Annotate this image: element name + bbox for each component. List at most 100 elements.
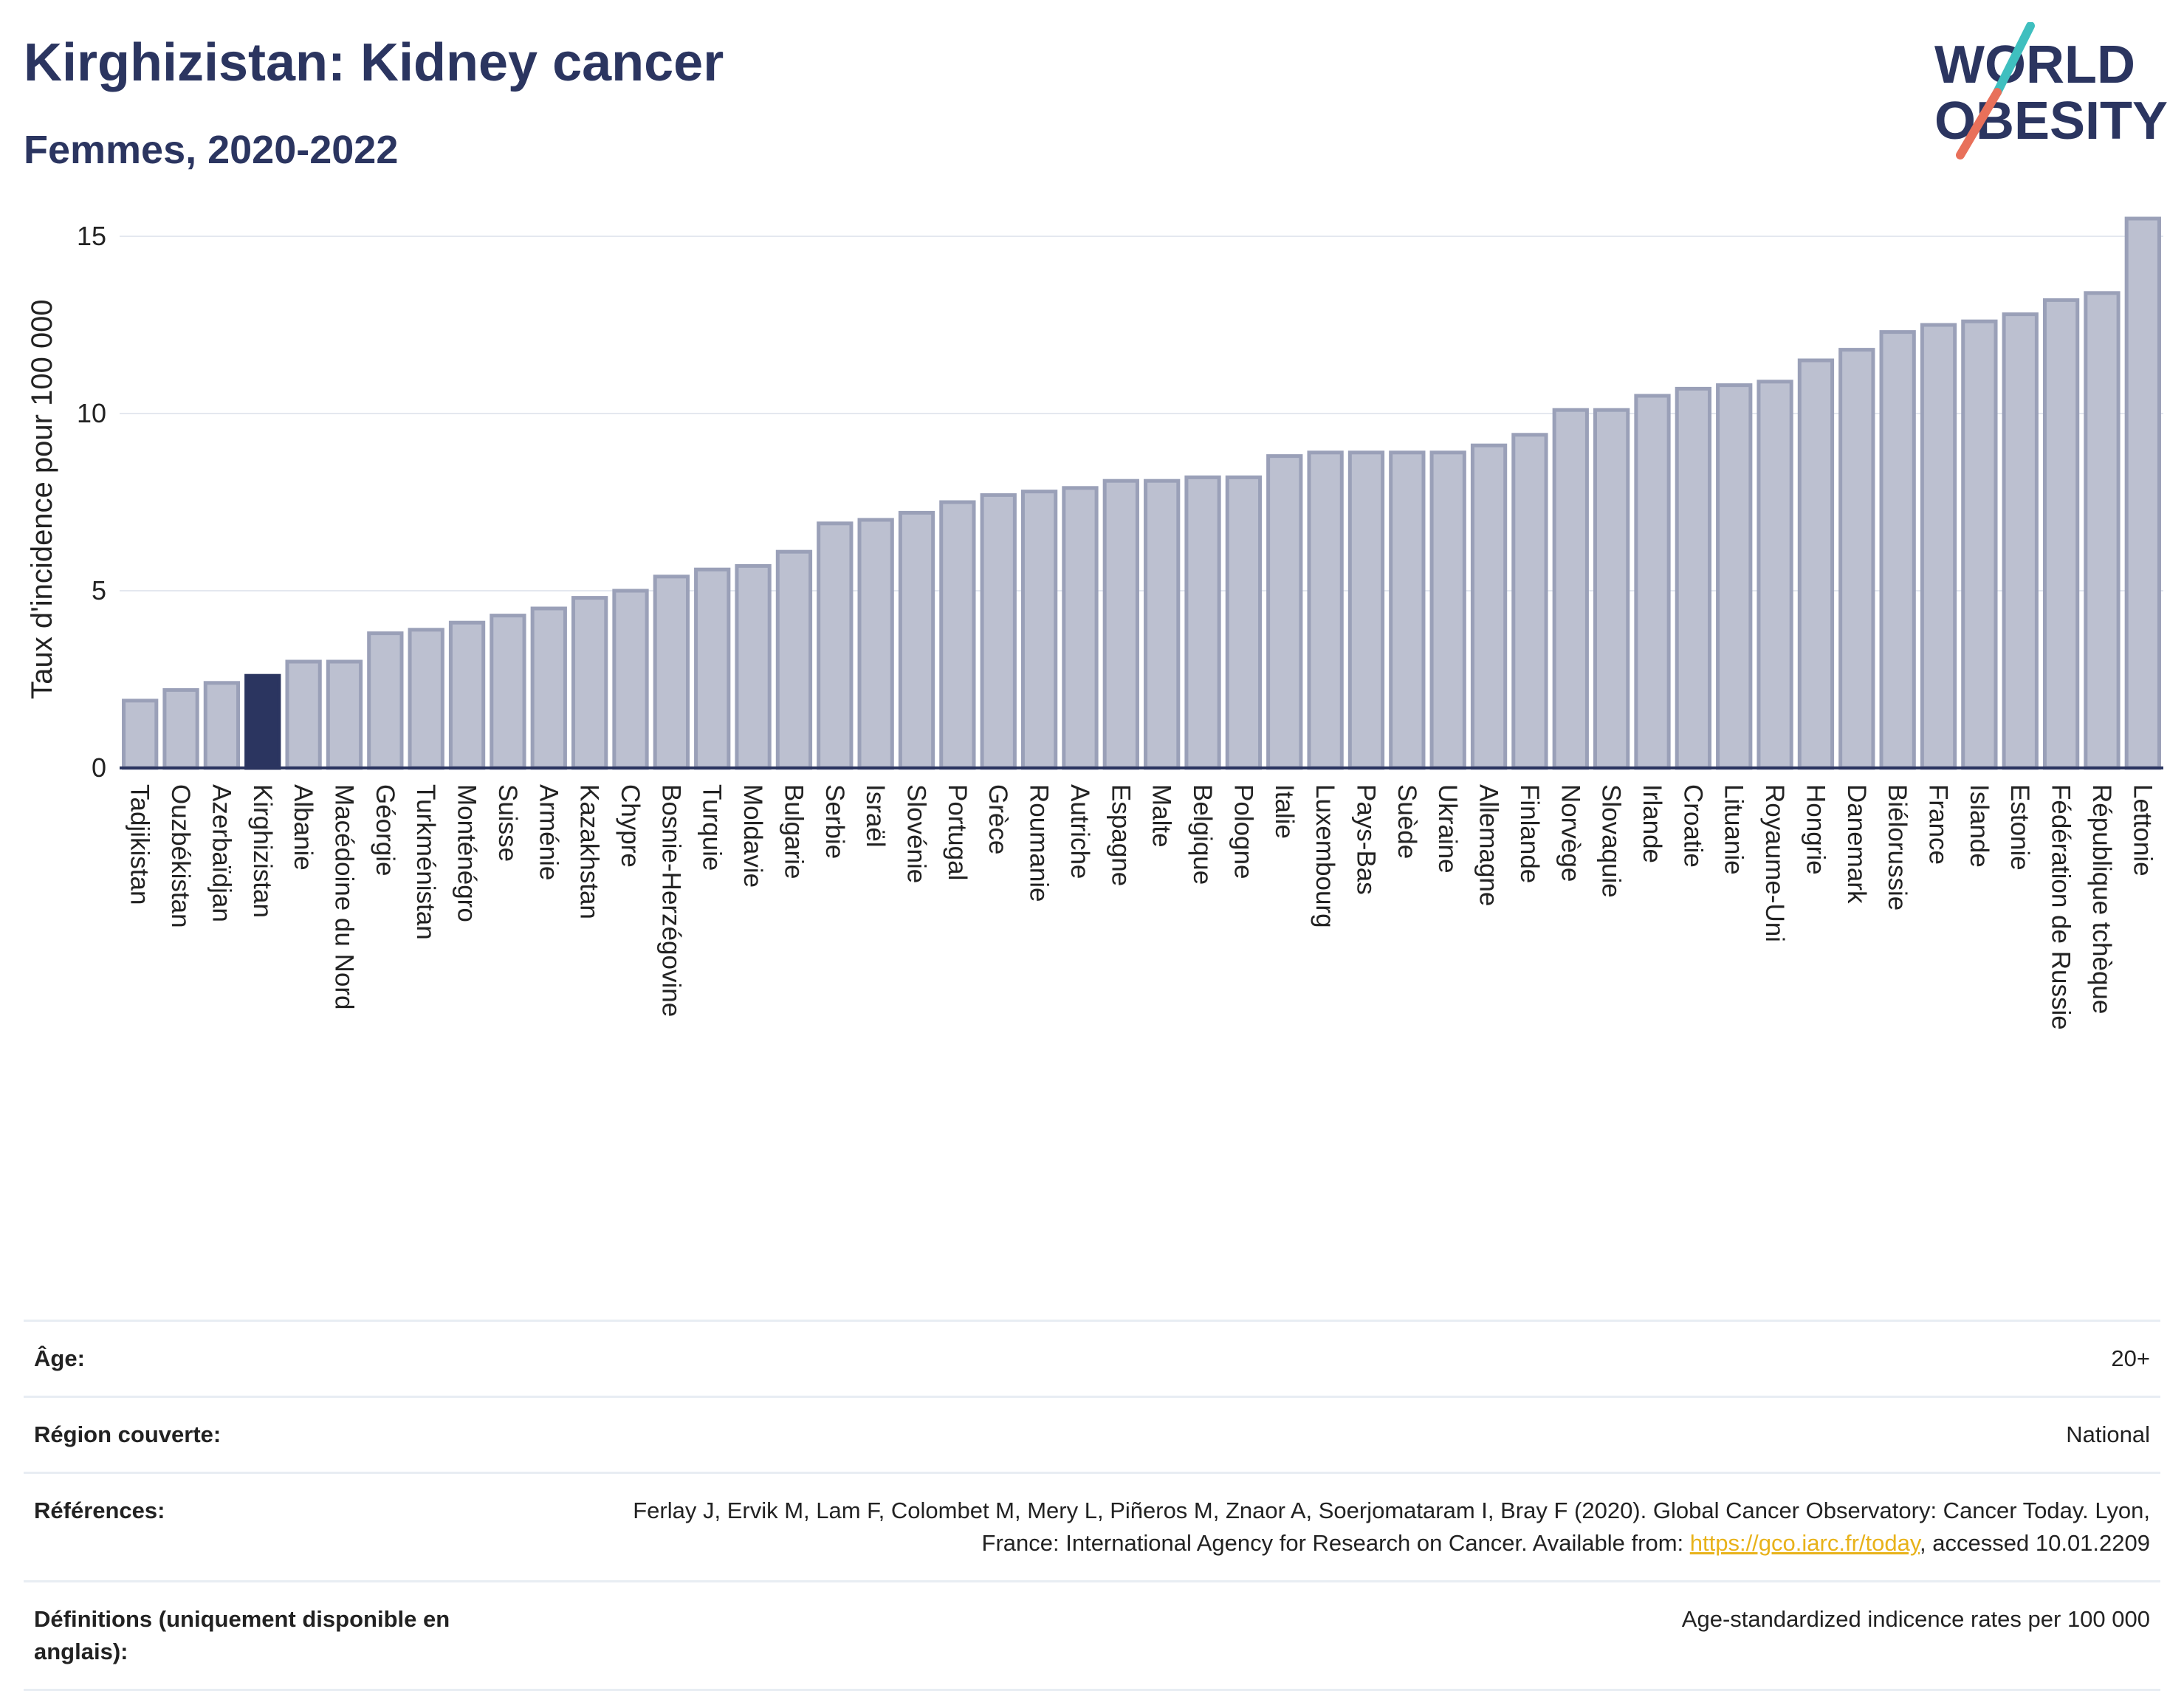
bar-38 bbox=[1675, 386, 1712, 770]
bar-39 bbox=[1716, 383, 1753, 770]
x-tick-label: Portugal bbox=[943, 784, 972, 880]
bar-7 bbox=[408, 628, 444, 770]
x-tick-label: France bbox=[1924, 784, 1953, 865]
x-tick-label: Hongrie bbox=[1801, 784, 1830, 875]
meta-row-region: Région couverte: National bbox=[24, 1396, 2160, 1472]
bar-14 bbox=[694, 567, 731, 770]
x-tick-label: Lituanie bbox=[1720, 784, 1748, 875]
bar-34 bbox=[1511, 433, 1548, 770]
bar-49 bbox=[2124, 216, 2161, 770]
x-tick-label: Suède bbox=[1393, 784, 1421, 859]
metadata-table: Âge: 20+ Région couverte: National Référ… bbox=[24, 1320, 2160, 1691]
bar-45 bbox=[1961, 319, 1998, 770]
y-tick-label: 5 bbox=[92, 575, 106, 606]
meta-label-references: Références: bbox=[34, 1498, 165, 1523]
y-tick-label: 15 bbox=[77, 221, 106, 251]
bar-5 bbox=[326, 659, 363, 770]
meta-row-age: Âge: 20+ bbox=[24, 1320, 2160, 1396]
bar-32 bbox=[1429, 450, 1466, 770]
bar-33 bbox=[1470, 443, 1508, 770]
x-tick-label: Estonie bbox=[2005, 784, 2034, 871]
x-tick-label: Turkménistan bbox=[411, 784, 440, 940]
x-tick-label: Malte bbox=[1147, 784, 1176, 848]
logo-slash-top bbox=[1993, 22, 2035, 97]
x-tick-label: Grèce bbox=[983, 784, 1012, 854]
x-tick-label: Arménie bbox=[534, 784, 563, 880]
x-tick-label: Danemark bbox=[1842, 784, 1871, 904]
x-tick-label: Moldavie bbox=[738, 784, 767, 888]
meta-row-references: Références: Ferlay J, Ervik M, Lam F, Co… bbox=[24, 1472, 2160, 1580]
bar-35 bbox=[1552, 408, 1589, 770]
bar-28 bbox=[1266, 454, 1303, 770]
x-tick-label: Kirghizistan bbox=[248, 784, 277, 918]
y-axis-ticks: 0 5 10 15 bbox=[77, 221, 106, 783]
bar-37 bbox=[1634, 394, 1671, 770]
x-tick-label: Azerbaïdjan bbox=[207, 784, 236, 922]
bar-6 bbox=[367, 631, 404, 770]
bar-47 bbox=[2042, 298, 2080, 770]
x-tick-label: Finlande bbox=[1515, 784, 1544, 883]
bar-12 bbox=[612, 589, 649, 770]
bar-25 bbox=[1144, 479, 1181, 770]
x-tick-label: Turquie bbox=[698, 784, 727, 871]
bar-19 bbox=[898, 510, 935, 770]
bar-3 bbox=[244, 673, 281, 770]
x-tick-label: Monténégro bbox=[453, 784, 481, 922]
bar-36 bbox=[1593, 408, 1630, 770]
x-tick-label: Biélorussie bbox=[1883, 784, 1912, 910]
reference-text: Ferlay J, Ervik M, Lam F, Colombet M, Me… bbox=[633, 1498, 2150, 1556]
logo-text-world: WORLD bbox=[1934, 35, 2135, 95]
bar-8 bbox=[448, 620, 486, 770]
x-tick-label: Suisse bbox=[493, 784, 522, 862]
x-tick-label: Ukraine bbox=[1433, 784, 1462, 874]
bar-40 bbox=[1757, 380, 1793, 770]
bar-0 bbox=[122, 699, 159, 770]
x-tick-label: Pologne bbox=[1229, 784, 1257, 879]
bar-31 bbox=[1389, 450, 1426, 770]
bar-4 bbox=[285, 659, 322, 770]
bar-20 bbox=[939, 500, 976, 770]
x-tick-label: Islande bbox=[1965, 784, 1994, 868]
x-tick-label: Espagne bbox=[1106, 784, 1135, 886]
x-tick-label: Royaume-Uni bbox=[1760, 784, 1789, 942]
bar-29 bbox=[1307, 450, 1344, 770]
world-obesity-logo: WORLD OBESITY bbox=[1934, 22, 2168, 160]
bar-30 bbox=[1347, 450, 1385, 770]
bar-26 bbox=[1184, 475, 1221, 770]
meta-row-definitions: Définitions (uniquement disponible en an… bbox=[24, 1580, 2160, 1691]
x-tick-label: Norvège bbox=[1556, 784, 1584, 882]
bar-21 bbox=[980, 493, 1017, 770]
bar-2 bbox=[203, 681, 241, 770]
x-tick-label: Roumanie bbox=[1025, 784, 1054, 902]
bar-15 bbox=[735, 563, 772, 770]
bar-9 bbox=[490, 614, 526, 770]
bar-43 bbox=[1879, 330, 1916, 770]
meta-label-region: Région couverte: bbox=[34, 1421, 222, 1447]
bar-41 bbox=[1797, 358, 1835, 770]
page-subtitle: Femmes, 2020-2022 bbox=[24, 128, 399, 172]
x-tick-label: Tadjikistan bbox=[126, 784, 154, 905]
y-tick-label: 0 bbox=[92, 752, 106, 783]
bars bbox=[122, 216, 2161, 770]
bar-10 bbox=[530, 606, 567, 770]
logo-slash-bottom bbox=[1956, 88, 2002, 160]
x-tick-label: Israël bbox=[861, 784, 890, 848]
x-tick-label: Luxembourg bbox=[1311, 784, 1339, 928]
x-axis-labels: Tadjikistan Ouzbékistan Azerbaïdjan Kirghiz… bbox=[126, 784, 2157, 1030]
x-tick-label: Ouzbékistan bbox=[166, 784, 195, 928]
bar-1 bbox=[162, 687, 199, 770]
bar-48 bbox=[2084, 291, 2121, 770]
x-tick-label: Croatie bbox=[1678, 784, 1707, 868]
x-tick-label: Irlande bbox=[1638, 784, 1666, 863]
meta-label-definitions: Définitions (uniquement disponible en an… bbox=[34, 1606, 450, 1664]
reference-link[interactable]: https://gco.iarc.fr/today bbox=[1689, 1530, 1920, 1556]
x-tick-label: Belgique bbox=[1188, 784, 1217, 885]
meta-value-region: National bbox=[2066, 1421, 2150, 1447]
x-tick-label: Pays-Bas bbox=[1351, 784, 1380, 895]
x-tick-label: Bosnie-Herzégovine bbox=[656, 784, 685, 1017]
x-tick-label: Autriche bbox=[1065, 784, 1094, 879]
x-tick-label: Allemagne bbox=[1474, 784, 1503, 906]
page-title: Kirghizistan: Kidney cancer bbox=[24, 33, 724, 92]
x-tick-label: Slovénie bbox=[902, 784, 931, 883]
bar-16 bbox=[775, 549, 813, 770]
